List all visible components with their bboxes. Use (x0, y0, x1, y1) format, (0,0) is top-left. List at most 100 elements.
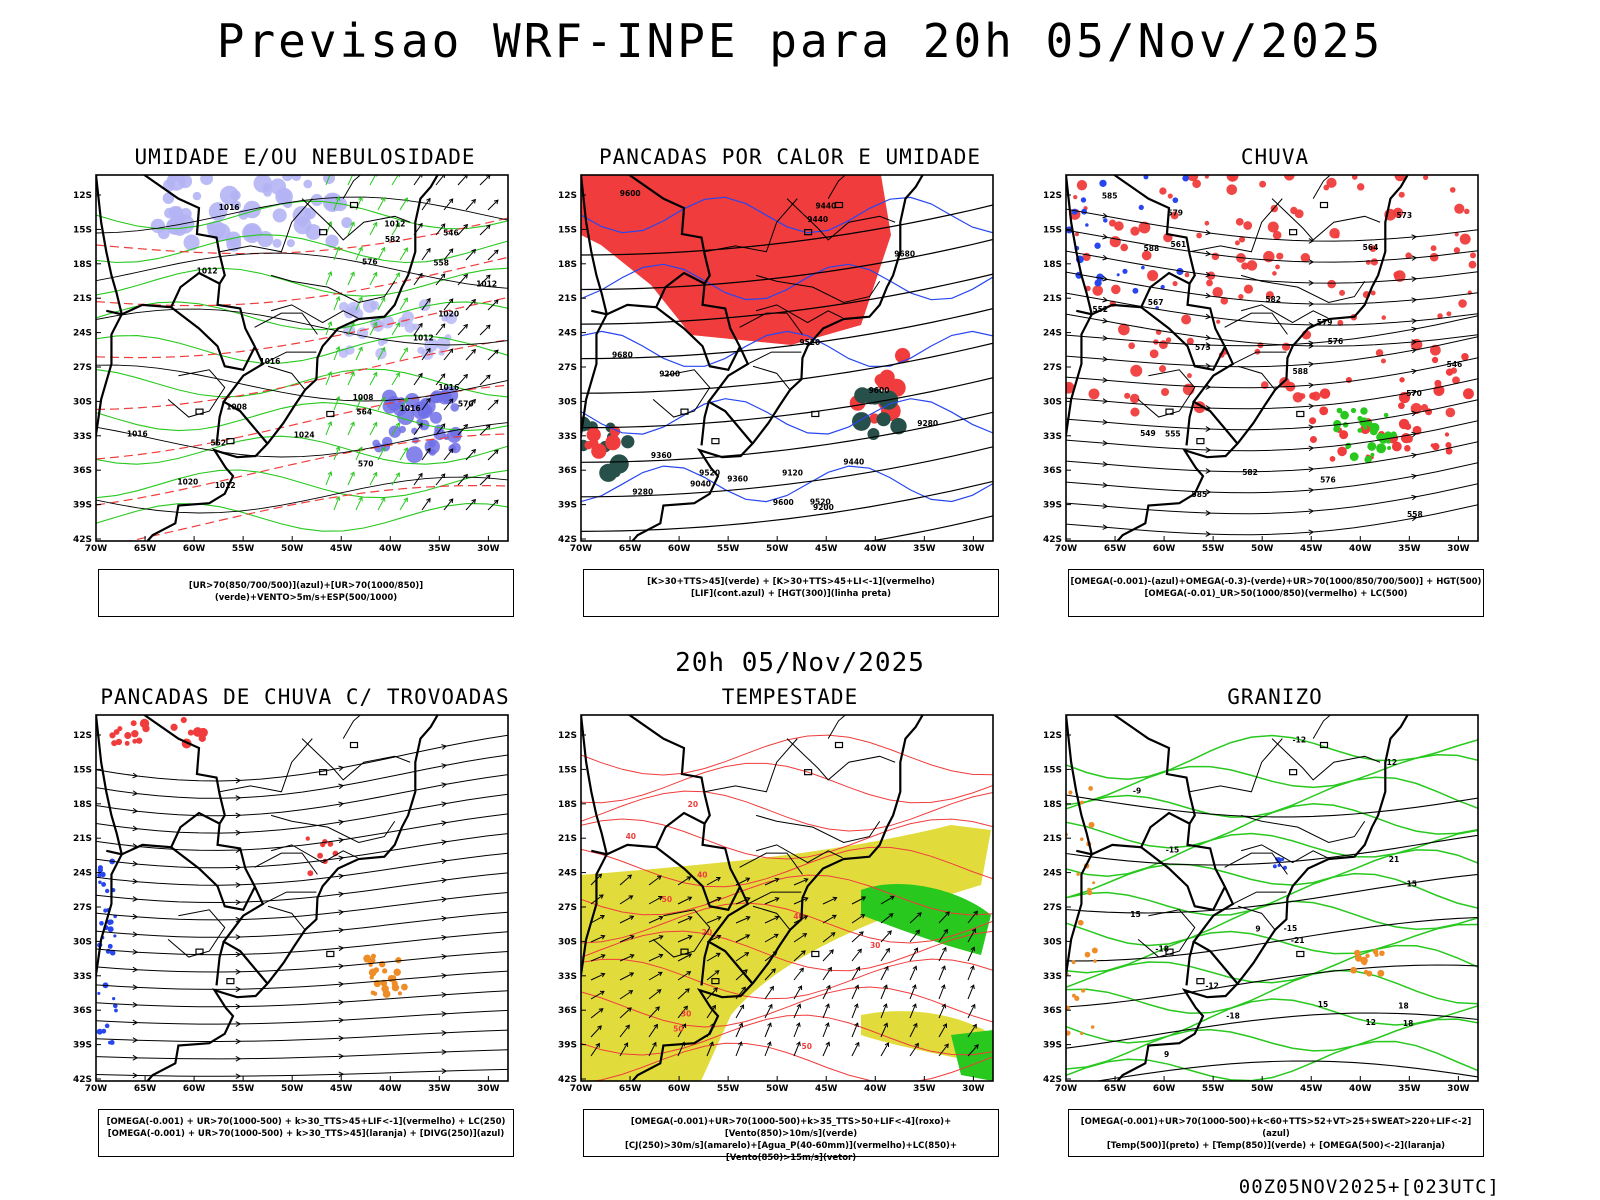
divergence-area (98, 880, 102, 885)
wind-arrow (487, 249, 499, 261)
legend-line: [OMEGA(-0.001)+UR>70(1000-500)+k<60+TTS>… (1080, 1117, 1472, 1139)
rain-area (1423, 175, 1429, 180)
lat-tick-label: 24S (1043, 329, 1062, 339)
wind-arrow (619, 972, 634, 981)
wind-arrow (851, 1042, 860, 1057)
lat-tick-label: 33S (1043, 432, 1062, 442)
wind-arrow (822, 1042, 830, 1057)
rain-area (1206, 279, 1213, 287)
streamline-arrow (1102, 503, 1109, 509)
wind-arrow-head (471, 398, 476, 404)
streamline (1066, 378, 1478, 410)
lake (319, 769, 328, 776)
streamline-arrow (132, 931, 139, 938)
wind-arrow-head (463, 323, 468, 329)
rain-area (1445, 447, 1453, 455)
wind-arrow (735, 952, 749, 962)
lon-tick-label: 60W (183, 544, 206, 554)
wind-arrow (369, 175, 376, 186)
map-frame (1065, 714, 1479, 1082)
wind-arrow (967, 1024, 977, 1038)
streamline-arrow (235, 969, 242, 975)
map-frame (95, 174, 509, 542)
cloud-area (372, 319, 385, 332)
cloud-area (200, 175, 214, 186)
streamline-arrow (338, 819, 345, 826)
lake (1319, 741, 1329, 749)
wind-arrow-head (797, 985, 803, 991)
legend-line: [Temp(500)](preto) + [Temp(850)](verde) … (1106, 1141, 1446, 1151)
rain-area (1066, 383, 1072, 394)
rain-area (1326, 177, 1337, 188)
streamline-arrow (338, 855, 345, 862)
lake (804, 769, 813, 776)
wind-arrow (967, 910, 978, 924)
lon-tick-label: 55W (1202, 544, 1225, 554)
country-border (96, 849, 124, 983)
lat-tick-label: 18S (1043, 800, 1062, 810)
wind-arrow-head (380, 296, 386, 302)
precipitable-water-contour (581, 790, 993, 832)
rain-area (1309, 435, 1317, 443)
lat-tick-label: 30S (558, 937, 577, 947)
cloud-area (448, 444, 457, 453)
wind-arrow-head (372, 371, 378, 377)
wind-arrow (735, 897, 750, 905)
wind-arrow-head (912, 1003, 917, 1009)
streamline (96, 793, 508, 834)
omega-area (1068, 790, 1073, 795)
omega-area (1088, 786, 1093, 791)
state-border (1240, 304, 1328, 324)
divergence-area (101, 1028, 107, 1034)
forecast-time: 20h 05/Nov/2025 (675, 648, 925, 678)
country-border (655, 846, 741, 912)
wind-arrow-head (358, 296, 363, 302)
wind-arrow (421, 348, 431, 361)
wind-arrow (793, 933, 807, 943)
temperature-850-contour (1066, 1040, 1478, 1081)
wind-arrow-head (403, 247, 408, 253)
wind-arrow (851, 1003, 858, 1019)
rain-area (1337, 446, 1347, 457)
wind-arrow (457, 374, 468, 386)
rain-area (1147, 270, 1159, 282)
streamline (1066, 292, 1478, 326)
wind-arrow (590, 954, 606, 962)
wind-arrow (706, 916, 722, 924)
rain-area (1309, 392, 1317, 400)
streamline-arrow (235, 899, 242, 906)
cloud-area (269, 178, 287, 195)
lake (804, 229, 813, 236)
wind-arrow-head (941, 1003, 947, 1009)
lat-tick-label: 30S (73, 397, 92, 407)
streamline-arrow (1102, 377, 1109, 383)
wind-arrow-head (358, 446, 363, 452)
height-contour (868, 515, 993, 541)
rain-area (1143, 175, 1149, 180)
temperature-850-contour (1066, 776, 1478, 818)
rain-area (1445, 368, 1454, 376)
streamline-arrow (235, 882, 242, 888)
lon-tick-label: 65W (1104, 544, 1127, 554)
panel-granizo: GRANIZO -12 -9 -12 -15 -18 -21 -15 -18 15 15 18 18 2… (1040, 685, 1510, 1175)
state-border (254, 852, 318, 875)
wind-arrow-head (973, 910, 978, 916)
streamline-arrow (1102, 317, 1109, 324)
rain-area (1464, 208, 1470, 215)
rain-area (1470, 252, 1476, 259)
rain-area (1216, 319, 1221, 324)
wind-arrow (590, 935, 605, 943)
omega-area (1076, 872, 1080, 876)
wind-arrow-head (803, 896, 809, 902)
streamline-arrow (1308, 445, 1315, 452)
temperature-850-contour (1066, 969, 1478, 1014)
contour-label: 564 (1363, 243, 1379, 252)
contour-label: 549 (1140, 429, 1156, 438)
wind-arrow (590, 1043, 600, 1057)
humidity-contour (96, 368, 508, 398)
lake (811, 950, 820, 958)
wind-arrow-head (658, 935, 664, 940)
height-contour (581, 342, 993, 394)
streamline-arrow (235, 1003, 242, 1010)
wind-arrow-head (440, 423, 446, 429)
